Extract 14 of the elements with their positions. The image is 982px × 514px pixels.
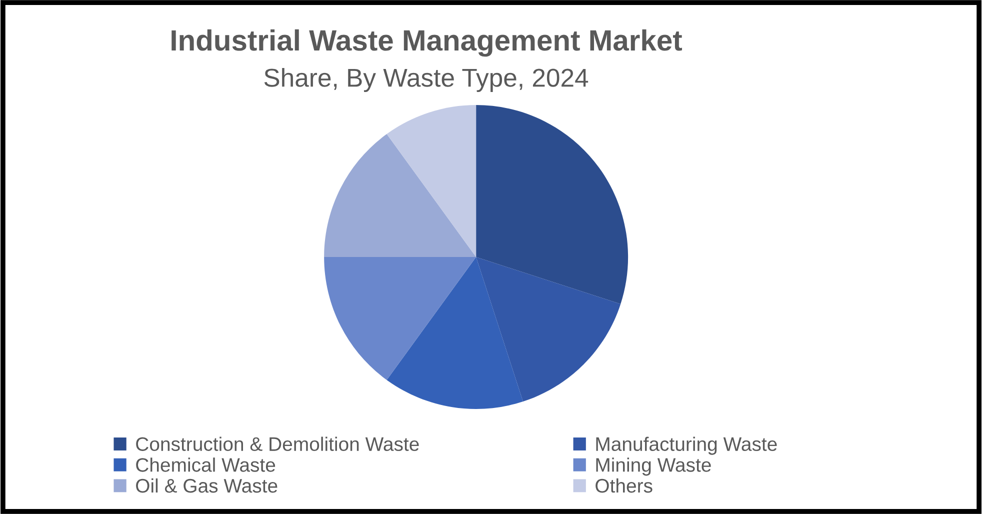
chart-subtitle: Share, By Waste Type, 2024 xyxy=(264,68,588,92)
pie-slice xyxy=(386,105,476,257)
pie-slice xyxy=(324,134,476,257)
legend-label: Others xyxy=(596,478,652,493)
legend-label: Construction & Demolition Waste xyxy=(136,436,419,452)
pie-slice xyxy=(476,257,621,402)
legend-label: Oil & Gas Waste xyxy=(136,478,278,493)
legend-label: Manufacturing Waste xyxy=(596,436,777,455)
chart-title: Industrial Waste Management Market xyxy=(172,29,682,57)
pie-slice xyxy=(386,257,524,409)
pie-slice xyxy=(476,105,628,304)
legend-label: Chemical Waste xyxy=(136,458,276,472)
pie-slice xyxy=(324,257,476,380)
legend-label: Mining Waste xyxy=(596,458,711,476)
